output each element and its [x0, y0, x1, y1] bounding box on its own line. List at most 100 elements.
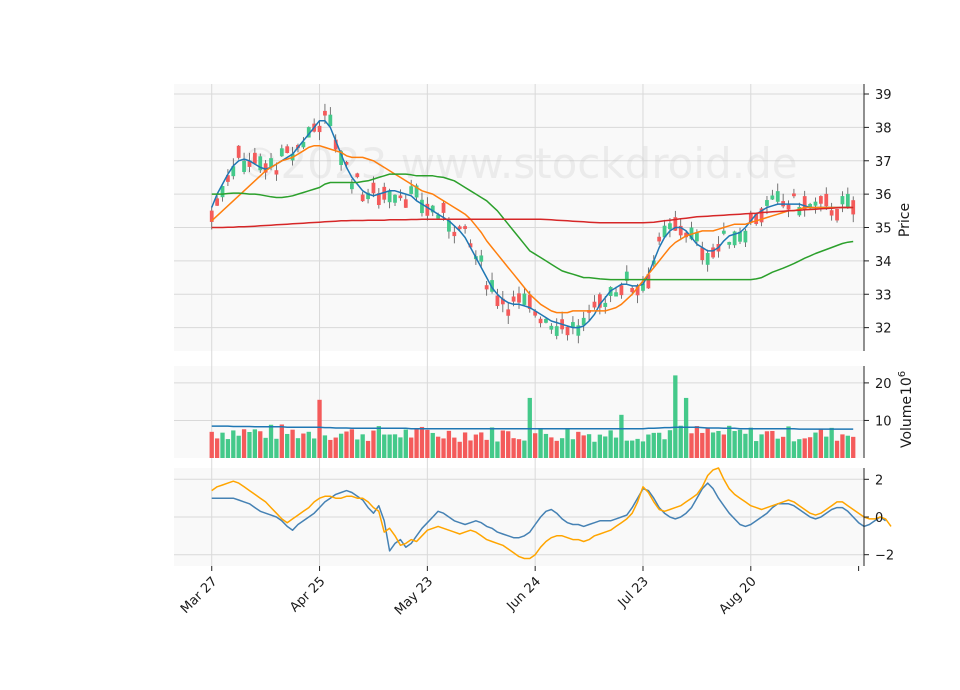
- candle-body: [236, 145, 241, 158]
- candle-body: [323, 110, 327, 116]
- volume-bar: [430, 432, 435, 458]
- indicator-lines: [211, 119, 892, 560]
- candle-body: [333, 139, 338, 150]
- candle-body: [646, 274, 651, 289]
- candle-body: [409, 186, 414, 194]
- candle-body: [797, 207, 802, 216]
- volume-bar: [511, 438, 516, 458]
- volume-bar: [646, 434, 651, 458]
- candle-body: [571, 322, 575, 328]
- volume-bar: [824, 436, 829, 458]
- volume-bar: [489, 427, 495, 458]
- candle-body: [355, 173, 360, 178]
- candle-body: [366, 192, 370, 200]
- volume-bar: [754, 441, 759, 458]
- volume-bar: [791, 441, 797, 458]
- candle-body: [732, 231, 737, 246]
- candle-body: [420, 199, 424, 214]
- candle-body: [641, 283, 645, 291]
- candle-body: [328, 114, 333, 127]
- candle-body: [517, 293, 521, 303]
- candle-body: [436, 214, 441, 219]
- volume-bar: [770, 430, 775, 458]
- volume_avg-line: [211, 425, 854, 430]
- volume-bar: [425, 429, 430, 458]
- volume-bar: [360, 434, 365, 458]
- volume-bar: [586, 434, 592, 458]
- ma_mid-line: [211, 144, 854, 314]
- volume-bar: [732, 431, 737, 458]
- volume-bar: [845, 435, 850, 458]
- candle-body: [792, 193, 796, 197]
- candle-body: [786, 204, 791, 210]
- volume-bar: [328, 439, 333, 458]
- price-axis-title: Price: [897, 203, 913, 237]
- volume-bar: [403, 429, 408, 458]
- candle-body: [743, 230, 748, 243]
- x-tick-label: May 23: [392, 574, 436, 618]
- price-ytick-label: 34: [875, 255, 892, 270]
- candle-body: [463, 226, 467, 229]
- volume-bar: [597, 434, 603, 458]
- price-ytick-label: 38: [875, 121, 892, 136]
- candle-body: [845, 193, 850, 207]
- candle-body: [393, 194, 397, 203]
- candle-body: [554, 326, 559, 336]
- volume-bar: [214, 438, 220, 458]
- volume-bar: [516, 439, 522, 458]
- x-tick-label: Aug 20: [716, 574, 759, 617]
- candle-body: [533, 311, 538, 316]
- volume-bar: [268, 424, 274, 458]
- volume-bar: [392, 434, 398, 458]
- candle-body: [274, 170, 279, 175]
- volume-bar: [640, 441, 646, 458]
- volume-bar: [851, 436, 856, 458]
- candle-body: [511, 296, 516, 302]
- volume-bar: [231, 430, 236, 458]
- volume-bar: [549, 437, 554, 458]
- candle-body: [581, 317, 586, 326]
- volume-bar: [608, 430, 613, 458]
- indicator-ytick-label: −2: [875, 549, 894, 564]
- volume-bar: [220, 432, 225, 458]
- volume-bars: [209, 375, 856, 458]
- candle-body: [484, 285, 489, 290]
- volume-bar: [694, 426, 700, 458]
- volume-bar: [570, 439, 576, 458]
- candle-body: [576, 325, 581, 336]
- candle-body: [209, 210, 214, 222]
- candle-body: [430, 205, 435, 213]
- volume-bar: [748, 427, 753, 458]
- candle-body: [371, 182, 376, 194]
- candle-body: [700, 247, 705, 261]
- candle-body: [597, 294, 602, 308]
- candle-body: [317, 125, 322, 133]
- ma_long-line: [211, 173, 854, 281]
- volume-bar: [317, 399, 322, 458]
- candle-body: [851, 200, 856, 215]
- volume-bar: [376, 426, 381, 458]
- volume-bar: [349, 429, 355, 458]
- candle-body: [306, 127, 311, 138]
- volume-bar: [727, 425, 732, 458]
- candle-body: [614, 292, 618, 297]
- volume-bar: [759, 434, 764, 458]
- x-tick-label: Mar 27: [178, 574, 221, 617]
- candle-body: [695, 232, 699, 242]
- candle-body: [252, 152, 257, 164]
- candle-body: [301, 141, 306, 148]
- volume-bar: [559, 438, 565, 458]
- ma_200-line: [211, 206, 854, 229]
- volume-bar: [258, 431, 263, 458]
- x-tick-label: Jul 23: [615, 574, 652, 611]
- candle-body: [226, 175, 230, 182]
- volume-axis-title: Volume: [899, 396, 915, 448]
- x-tick-label: Jun 24: [504, 574, 544, 614]
- volume-bar: [630, 440, 635, 458]
- candle-body: [802, 196, 807, 210]
- volume-bar: [446, 430, 452, 458]
- price-ytick-label: 37: [875, 155, 892, 170]
- candle-body: [673, 217, 678, 231]
- price-ytick-label: 39: [875, 88, 892, 103]
- volume-bar: [285, 433, 290, 458]
